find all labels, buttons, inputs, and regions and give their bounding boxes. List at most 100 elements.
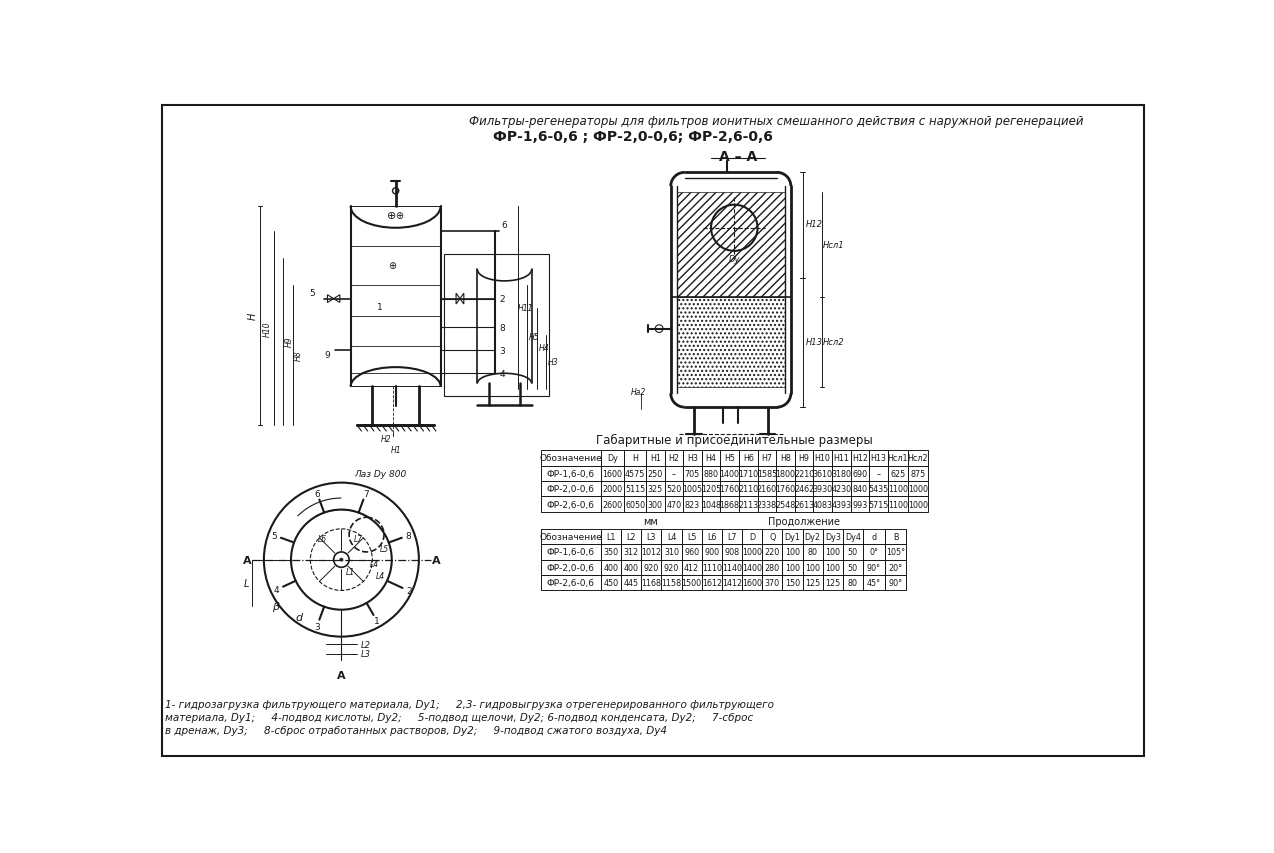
Text: 1012: 1012	[641, 548, 661, 557]
Text: 370: 370	[764, 578, 780, 588]
Bar	[762, 576, 782, 591]
Polygon shape	[334, 295, 340, 303]
Text: 1612: 1612	[702, 578, 722, 588]
Bar	[741, 560, 762, 576]
Polygon shape	[456, 294, 460, 305]
Text: 4393: 4393	[831, 500, 851, 509]
Text: 1048: 1048	[701, 500, 721, 509]
Text: 470: 470	[666, 500, 682, 509]
Bar	[641, 560, 661, 576]
Text: H13: H13	[805, 338, 823, 347]
Bar	[795, 497, 813, 513]
Text: H4: H4	[539, 344, 549, 353]
Bar	[758, 497, 776, 513]
Bar	[601, 482, 624, 497]
Text: L5: L5	[380, 544, 389, 553]
Text: ФР-2,0-0,6: ФР-2,0-0,6	[547, 485, 595, 494]
Text: 1000: 1000	[908, 485, 927, 494]
Text: L5: L5	[687, 532, 697, 542]
Bar	[843, 576, 862, 591]
Text: 840: 840	[852, 485, 868, 494]
Text: 220: 220	[764, 548, 780, 557]
Bar	[908, 482, 927, 497]
Text: 6: 6	[501, 221, 507, 230]
Text: ФР-1,6-0,6 ; ФР-2,0-0,6; ФР-2,6-0,6: ФР-1,6-0,6 ; ФР-2,0-0,6; ФР-2,6-0,6	[493, 130, 772, 144]
Bar	[851, 466, 869, 482]
Text: L6: L6	[317, 534, 326, 543]
Text: Dy: Dy	[608, 454, 618, 463]
Bar	[741, 529, 762, 544]
Text: 400: 400	[604, 563, 619, 572]
Bar	[862, 560, 884, 576]
Bar	[601, 466, 624, 482]
Bar	[720, 450, 739, 466]
Text: 400: 400	[624, 563, 638, 572]
Text: 875: 875	[911, 469, 926, 479]
Text: H7: H7	[762, 454, 772, 463]
Bar	[776, 482, 795, 497]
Text: 350: 350	[604, 548, 619, 557]
Text: 2113: 2113	[738, 500, 758, 509]
Bar	[739, 450, 758, 466]
Text: 1005: 1005	[683, 485, 702, 494]
Bar	[851, 450, 869, 466]
Bar	[682, 576, 702, 591]
Text: Q: Q	[769, 532, 776, 542]
Bar	[661, 544, 682, 560]
Bar	[843, 544, 862, 560]
Text: 50: 50	[847, 548, 857, 557]
Text: 2600: 2600	[603, 500, 623, 509]
Bar	[665, 497, 683, 513]
Text: 100: 100	[805, 563, 820, 572]
Text: 1400: 1400	[720, 469, 740, 479]
Bar	[813, 482, 832, 497]
Bar	[683, 450, 702, 466]
Bar	[646, 466, 665, 482]
Bar	[762, 529, 782, 544]
Text: Dy2: Dy2	[805, 532, 820, 542]
Bar	[702, 529, 722, 544]
Text: 280: 280	[764, 563, 780, 572]
Text: B: B	[893, 532, 898, 542]
Text: L4: L4	[666, 532, 676, 542]
Bar	[762, 560, 782, 576]
Text: 125: 125	[805, 578, 820, 588]
Bar	[720, 466, 739, 482]
Bar	[702, 497, 720, 513]
Bar	[676, 193, 785, 298]
Text: L3: L3	[647, 532, 656, 542]
Bar	[843, 529, 862, 544]
Bar	[601, 544, 622, 560]
Text: 100: 100	[785, 563, 800, 572]
Text: 310: 310	[664, 548, 679, 557]
Text: 1800: 1800	[776, 469, 795, 479]
Bar	[702, 466, 720, 482]
Bar	[741, 544, 762, 560]
Text: 4: 4	[499, 369, 506, 379]
Text: 1760: 1760	[720, 485, 740, 494]
Bar	[622, 529, 641, 544]
Bar	[888, 497, 908, 513]
Text: 960: 960	[684, 548, 699, 557]
Bar	[776, 466, 795, 482]
Bar	[540, 466, 601, 482]
Bar	[832, 450, 851, 466]
Text: ФР-2,6-0,6: ФР-2,6-0,6	[547, 578, 595, 588]
Bar	[641, 576, 661, 591]
Bar	[665, 482, 683, 497]
Bar	[665, 450, 683, 466]
Text: 100: 100	[826, 563, 841, 572]
Bar	[739, 497, 758, 513]
Text: H8: H8	[780, 454, 791, 463]
Text: 3930: 3930	[813, 485, 833, 494]
Text: Обозначение: Обозначение	[539, 454, 603, 463]
Text: 1- гидрозагрузка фильтрующего материала, Dy1;     2,3- гидровыгрузка отрегенерир: 1- гидрозагрузка фильтрующего материала,…	[166, 699, 775, 709]
Bar	[851, 497, 869, 513]
Text: L7: L7	[354, 534, 363, 543]
Text: 90°: 90°	[888, 578, 902, 588]
Bar	[843, 560, 862, 576]
Text: 450: 450	[604, 578, 619, 588]
Text: –: –	[877, 469, 880, 479]
Text: 2613: 2613	[794, 500, 814, 509]
Text: Нсл2: Нсл2	[823, 338, 845, 347]
